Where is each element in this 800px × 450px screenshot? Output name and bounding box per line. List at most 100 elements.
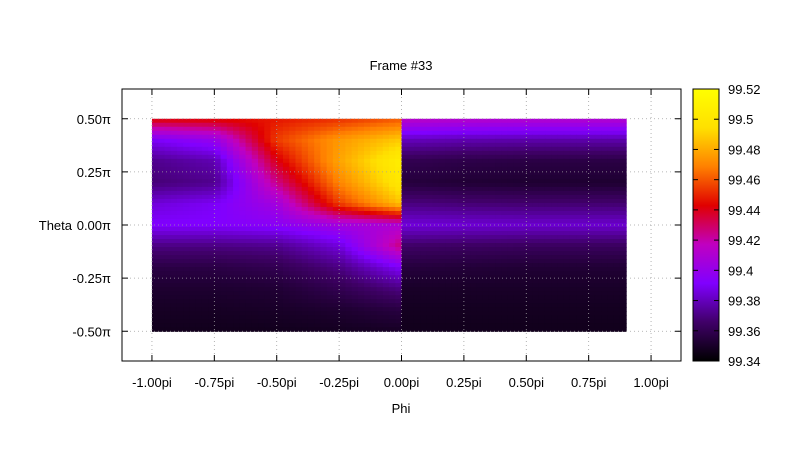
heatmap-cell <box>382 198 390 204</box>
heatmap-cell <box>370 154 378 160</box>
heatmap-cell <box>582 295 590 300</box>
heatmap-cell <box>582 218 590 224</box>
heatmap-cell <box>276 118 284 124</box>
heatmap-cell <box>170 315 178 320</box>
heatmap-cell <box>401 251 409 256</box>
heatmap-cell <box>258 146 265 152</box>
heatmap-cell <box>382 134 390 140</box>
heatmap-cell <box>382 138 390 144</box>
heatmap-cell <box>320 259 328 264</box>
heatmap-cell <box>451 186 459 192</box>
heatmap-cell <box>339 142 346 148</box>
heatmap-cell <box>382 327 390 332</box>
heatmap-cell <box>520 263 527 268</box>
heatmap-cell <box>307 210 315 216</box>
heatmap-cell <box>495 174 502 180</box>
heatmap-cell <box>607 303 615 308</box>
heatmap-cell <box>476 311 484 316</box>
heatmap-cell <box>239 146 247 152</box>
heatmap-cell <box>613 170 621 176</box>
heatmap-cell <box>538 323 546 328</box>
heatmap-cell <box>258 186 265 192</box>
heatmap-cell <box>214 291 222 296</box>
heatmap-cell <box>189 263 197 268</box>
heatmap-cell <box>420 247 428 252</box>
heatmap-cell <box>195 299 203 304</box>
heatmap-cell <box>432 158 440 164</box>
heatmap-cell <box>407 267 415 272</box>
heatmap-cell <box>282 214 290 220</box>
heatmap-cell <box>195 162 203 168</box>
heatmap-cell <box>245 291 253 296</box>
heatmap-cell <box>576 154 584 160</box>
heatmap-cell <box>445 122 453 128</box>
heatmap-cell <box>307 315 315 320</box>
heatmap-cell <box>563 247 571 252</box>
heatmap-cell <box>501 154 509 160</box>
heatmap-cell <box>158 239 166 244</box>
heatmap-cell <box>520 231 527 236</box>
heatmap-cell <box>320 130 328 136</box>
heatmap-cell <box>270 263 278 268</box>
heatmap-cell <box>320 158 328 164</box>
heatmap-cell <box>314 130 321 136</box>
heatmap-cell <box>451 243 459 248</box>
heatmap-cell <box>364 118 371 124</box>
heatmap-cell <box>264 279 272 284</box>
heatmap-cell <box>282 275 290 280</box>
heatmap-cell <box>357 247 365 252</box>
heatmap-cell <box>183 126 190 132</box>
heatmap-cell <box>307 190 315 196</box>
heatmap-cell <box>220 166 228 172</box>
heatmap-cell <box>239 162 247 168</box>
heatmap-cell <box>594 214 602 220</box>
heatmap-cell <box>426 138 434 144</box>
heatmap-cell <box>376 178 384 184</box>
heatmap-cell <box>245 251 253 256</box>
heatmap-cell <box>239 214 247 220</box>
heatmap-cell <box>594 227 602 232</box>
heatmap-cell <box>520 158 527 164</box>
heatmap-cell <box>195 154 203 160</box>
heatmap-cell <box>289 311 297 316</box>
heatmap-cell <box>176 307 184 312</box>
heatmap-cell <box>476 295 484 300</box>
heatmap-cell <box>151 158 159 164</box>
heatmap-cell <box>588 210 596 216</box>
heatmap-cell <box>451 311 459 316</box>
heatmap-cell <box>607 142 615 148</box>
heatmap-cell <box>470 122 477 128</box>
heatmap-cell <box>476 327 484 332</box>
heatmap-cell <box>208 210 215 216</box>
heatmap-cell <box>501 243 509 248</box>
heatmap-cell <box>389 227 396 232</box>
heatmap-cell <box>476 299 484 304</box>
heatmap-cell <box>445 190 453 196</box>
heatmap-cell <box>470 218 477 224</box>
heatmap-cell <box>482 174 490 180</box>
heatmap-cell <box>295 295 303 300</box>
heatmap-cell <box>426 299 434 304</box>
heatmap-cell <box>239 227 247 232</box>
heatmap-cell <box>557 146 565 152</box>
heatmap-cell <box>289 126 297 132</box>
heatmap-cell <box>588 323 596 328</box>
heatmap-cell <box>420 327 428 332</box>
heatmap-cell <box>544 130 552 136</box>
heatmap-cell <box>551 210 559 216</box>
heatmap-cell <box>357 134 365 140</box>
colorbar-tick-label: 99.46 <box>728 173 761 188</box>
heatmap-cell <box>214 134 222 140</box>
heatmap-cell <box>501 223 509 228</box>
heatmap-cell <box>476 227 484 232</box>
heatmap-cell <box>208 154 215 160</box>
heatmap-cell <box>582 134 590 140</box>
heatmap-cell <box>495 295 502 300</box>
heatmap-cell <box>233 259 240 264</box>
heatmap-cell <box>245 118 253 124</box>
heatmap-cell <box>264 122 272 128</box>
heatmap-cell <box>345 134 353 140</box>
heatmap-cell <box>364 190 371 196</box>
heatmap-cell <box>588 182 596 188</box>
heatmap-cell <box>251 162 259 168</box>
